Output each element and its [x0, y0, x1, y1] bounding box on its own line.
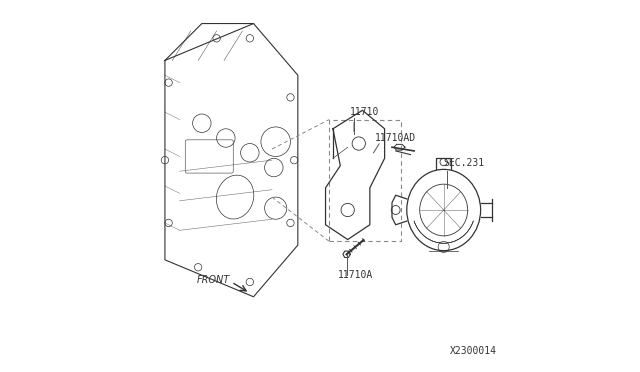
Text: 11710: 11710 [349, 107, 379, 116]
Text: X2300014: X2300014 [450, 346, 497, 356]
Text: SEC.231: SEC.231 [444, 158, 485, 168]
Text: FRONT: FRONT [196, 275, 230, 285]
Text: 11710A: 11710A [338, 270, 373, 280]
Text: 11710AD: 11710AD [374, 133, 416, 143]
